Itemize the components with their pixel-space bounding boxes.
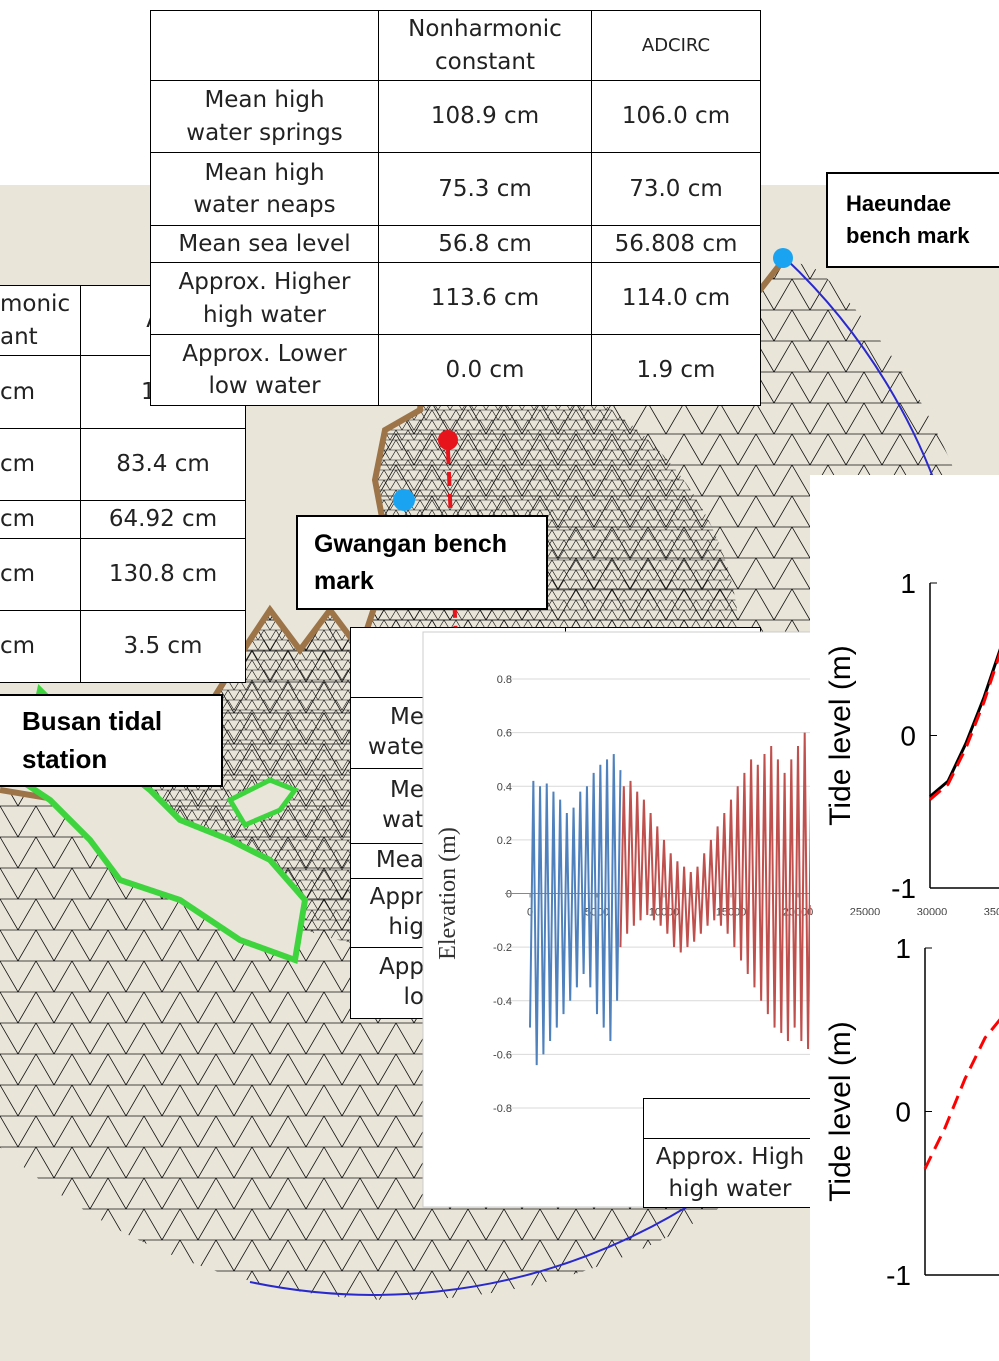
- y-axis-label: Tide level (m): [824, 645, 857, 826]
- tide-charts: 1 0 -1 Tide level (m) 1 0 -1 Tide level (m): [0, 0, 999, 1361]
- y-tick-label: 0: [900, 721, 916, 752]
- y-tick-label: -1: [891, 873, 916, 904]
- screenshot: monic antADcm123cm83.4 cmcm64.92 cmcm130…: [0, 0, 999, 1361]
- y-tick-label: 1: [900, 568, 916, 599]
- y-axis-label: Tide level (m): [824, 1021, 857, 1202]
- y-tick-label: 0: [895, 1097, 911, 1128]
- y-tick-label: 1: [895, 933, 911, 964]
- y-tick-label: -1: [886, 1260, 911, 1291]
